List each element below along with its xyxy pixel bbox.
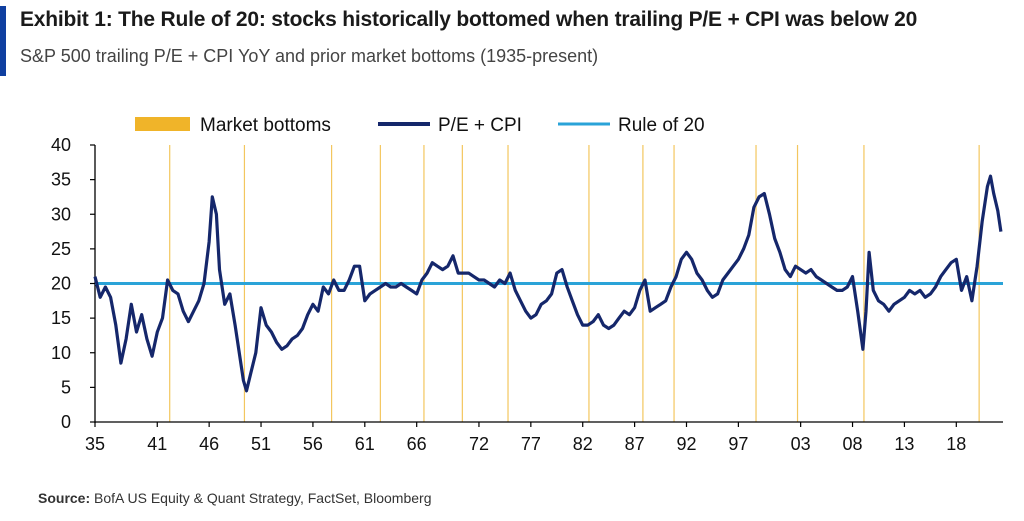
x-tick-label: 66 xyxy=(407,434,427,454)
legend: Market bottoms P/E + CPI Rule of 20 xyxy=(135,115,705,136)
source-label: Source: xyxy=(38,490,91,506)
legend-label-pe-cpi: P/E + CPI xyxy=(438,115,522,136)
legend-label-market-bottoms: Market bottoms xyxy=(200,115,331,136)
x-tick-label: 13 xyxy=(894,434,914,454)
axes: 0 5 10 15 20 25 30 35 40 35 41 46 51 56 61 66 72 77 82 87 92… xyxy=(51,135,1003,454)
legend-swatch-market-bottoms xyxy=(135,117,190,131)
x-tick-label: 08 xyxy=(843,434,863,454)
accent-bar xyxy=(0,6,6,76)
x-tick-label: 87 xyxy=(625,434,645,454)
x-tick-label: 56 xyxy=(303,434,323,454)
y-tick-label: 40 xyxy=(51,135,71,155)
chart-svg: 0 5 10 15 20 25 30 35 40 35 41 46 51 56 61 66 72 77 82 87 92… xyxy=(51,115,1003,454)
x-tick-label: 18 xyxy=(946,434,966,454)
x-tick-label: 72 xyxy=(469,434,489,454)
y-tick-label: 30 xyxy=(51,204,71,224)
y-tick-label: 15 xyxy=(51,308,71,328)
y-tick-label: 10 xyxy=(51,343,71,363)
y-tick-label: 5 xyxy=(61,377,71,397)
x-tick-label: 41 xyxy=(147,434,167,454)
chart-area: 0 5 10 15 20 25 30 35 40 35 41 46 51 56 61 66 72 77 82 87 92… xyxy=(0,96,1024,476)
x-tick-label: 46 xyxy=(199,434,219,454)
chart-subtitle: S&P 500 trailing P/E + CPI YoY and prior… xyxy=(20,46,599,66)
pe-cpi-layer xyxy=(93,174,1003,393)
legend-label-rule-of-20: Rule of 20 xyxy=(618,115,705,136)
y-tick-label: 20 xyxy=(51,274,71,294)
source-note: Source: BofA US Equity & Quant Strategy,… xyxy=(38,490,431,506)
x-tick-label: 82 xyxy=(573,434,593,454)
x-tick-label: 92 xyxy=(676,434,696,454)
y-tick-label: 0 xyxy=(61,412,71,432)
x-tick-label: 61 xyxy=(355,434,375,454)
y-tick-label: 25 xyxy=(51,239,71,259)
x-tick-label: 51 xyxy=(251,434,271,454)
x-tick-label: 97 xyxy=(728,434,748,454)
x-tick-label: 35 xyxy=(85,434,105,454)
x-tick-label: 03 xyxy=(791,434,811,454)
pe-cpi-series-line xyxy=(93,174,1003,393)
y-tick-label: 35 xyxy=(51,170,71,190)
x-tick-label: 77 xyxy=(521,434,541,454)
chart-title: Exhibit 1: The Rule of 20: stocks histor… xyxy=(20,8,918,31)
source-text: BofA US Equity & Quant Strategy, FactSet… xyxy=(94,490,432,506)
